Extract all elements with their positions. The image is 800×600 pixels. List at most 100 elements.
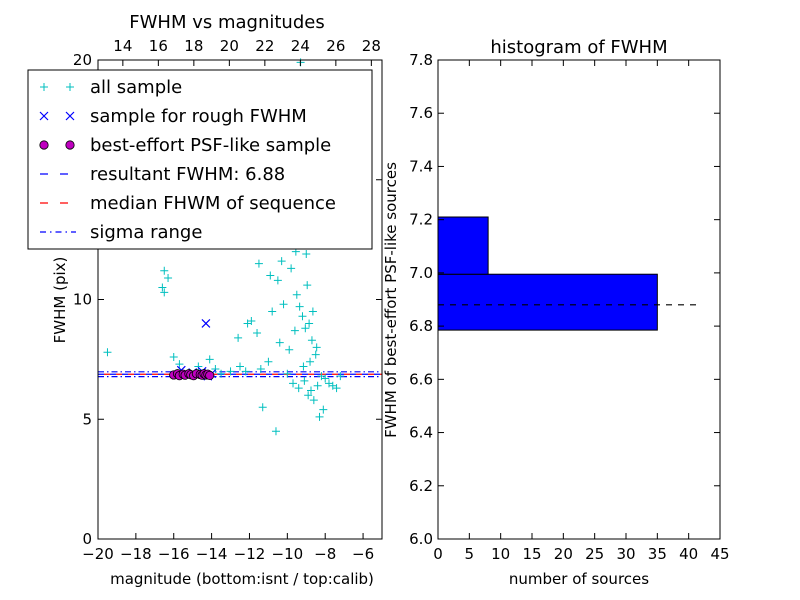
all-sample-point: [309, 396, 318, 405]
legend-entry: sample for rough FWHM: [39, 106, 307, 127]
all-sample-point: [307, 336, 316, 345]
all-sample-point: [289, 379, 298, 388]
all-sample-point: [236, 362, 244, 371]
scatter-top-ticks: 14 16 18 20 22 24 26 28: [113, 37, 381, 66]
all-sample-point: [308, 307, 317, 316]
all-sample-point: [268, 307, 277, 316]
all-sample-point: [319, 405, 328, 414]
all-sample-point: [217, 369, 226, 378]
all-sample-point: [311, 350, 320, 359]
legend-label: all sample: [90, 77, 182, 98]
all-sample-point: [226, 367, 235, 376]
histogram-y-tick-label: 7.2: [409, 211, 433, 229]
legend-circle-marker: [65, 140, 75, 150]
legend-items: all sample sample for rough FWHM best-effo…: [39, 77, 336, 243]
histogram-x-tick-label: 0: [433, 545, 443, 563]
all-sample-point: [306, 357, 315, 366]
legend-entry: sigma range: [40, 222, 202, 243]
legend-cross-marker: [39, 111, 49, 121]
all-sample-point: [275, 338, 284, 347]
histogram-x-tick-label: 10: [491, 545, 510, 563]
all-sample-point: [273, 276, 282, 285]
all-sample-point: [160, 266, 169, 275]
scatter-x-tick-label: −18: [120, 545, 152, 563]
all-sample-point: [313, 381, 322, 390]
all-sample-point: [307, 386, 315, 395]
legend-entry: median FHWM of sequence: [40, 193, 336, 214]
histogram-bar: [437, 273, 658, 331]
scatter-top-tick-label: 26: [326, 37, 345, 55]
all-sample-point: [266, 271, 275, 280]
histogram-title: histogram of FWHM: [490, 37, 667, 58]
scatter-top-tick-label: 14: [113, 37, 132, 55]
scatter-y-label: FWHM (pix): [51, 257, 69, 344]
all-sample-point: [285, 345, 294, 354]
all-sample-point: [302, 249, 311, 258]
legend-entry: resultant FWHM: 6.88: [40, 164, 285, 185]
all-sample-point: [336, 372, 345, 381]
scatter-x-tick-label: −16: [158, 545, 190, 563]
all-sample-point: [303, 281, 312, 290]
scatter-x-tick-label: −8: [314, 545, 336, 563]
scatter-y-tick-label: 0: [82, 530, 92, 548]
histogram-x-tick-label: 15: [522, 545, 541, 563]
histogram-x-tick-label: 40: [679, 545, 698, 563]
all-sample-point: [312, 343, 321, 352]
scatter-x-tick-label: −6: [352, 545, 374, 563]
scatter-points: [103, 58, 345, 436]
scatter-title: FWHM vs magnitudes: [129, 12, 324, 33]
all-sample-point: [315, 412, 324, 421]
histogram-y-tick-label: 7.6: [409, 104, 433, 122]
all-sample-point: [264, 357, 273, 366]
scatter-top-tick-label: 18: [184, 37, 203, 55]
legend-plus-marker: [66, 83, 74, 91]
histogram-x-label: number of sources: [509, 570, 649, 588]
all-sample-point: [283, 369, 292, 378]
scatter-x-tick-label: −20: [82, 545, 114, 563]
all-sample-point: [299, 362, 308, 371]
all-sample-point: [211, 364, 220, 373]
legend-label: resultant FWHM: 6.88: [90, 164, 285, 185]
legend-box: [27, 69, 373, 250]
all-sample-point: [205, 355, 214, 364]
all-sample-point: [160, 288, 169, 297]
all-sample-point: [194, 362, 203, 371]
scatter-reference-lines: [98, 371, 382, 378]
scatter-top-tick-label: 28: [362, 37, 381, 55]
scatter-x-tick-label: −14: [196, 545, 228, 563]
all-sample-point: [253, 329, 262, 338]
rough-sample-point: [201, 319, 211, 328]
histogram-y-tick-label: 7.8: [409, 51, 433, 69]
histogram-y-tick-label: 6.4: [409, 424, 433, 442]
all-sample-point: [247, 317, 256, 326]
all-sample-point: [271, 427, 280, 436]
histogram-y-tick-label: 7.4: [409, 157, 433, 175]
scatter-top-tick-label: 24: [291, 37, 310, 55]
all-sample-point: [158, 283, 167, 292]
histogram-bar: [437, 216, 489, 275]
legend-plus-marker: [40, 83, 48, 91]
all-sample-point: [295, 302, 304, 311]
scatter-x-label: magnitude (bottom:isnt / top:calib): [110, 570, 374, 588]
scatter-top-tick-label: 22: [255, 37, 274, 55]
all-sample-point: [304, 391, 313, 400]
all-sample-point: [301, 324, 310, 333]
legend-label: sample for rough FWHM: [90, 106, 307, 127]
all-sample-point: [292, 290, 301, 299]
histogram-x-tick-label: 35: [648, 545, 667, 563]
all-sample-point: [254, 259, 263, 268]
histogram-y-tick-label: 6.0: [409, 530, 433, 548]
histogram-y-tick-label: 6.6: [409, 370, 433, 388]
all-sample-point: [294, 384, 303, 393]
all-sample-point: [241, 367, 250, 376]
all-sample-point: [287, 264, 296, 273]
scatter-top-tick-label: 20: [220, 37, 239, 55]
scatter-legend: all sample sample for rough FWHM best-effo…: [27, 69, 373, 250]
histogram-x-tick-label: 20: [554, 545, 573, 563]
legend-label: median FHWM of sequence: [90, 193, 336, 214]
all-sample-point: [290, 326, 299, 335]
all-sample-point: [332, 384, 341, 393]
histogram-panel: 0 5 10 15 20 25 30 35 40 45 6.0 6.2 6.4 6.6 6.8 7.0 7.2…: [382, 37, 730, 588]
